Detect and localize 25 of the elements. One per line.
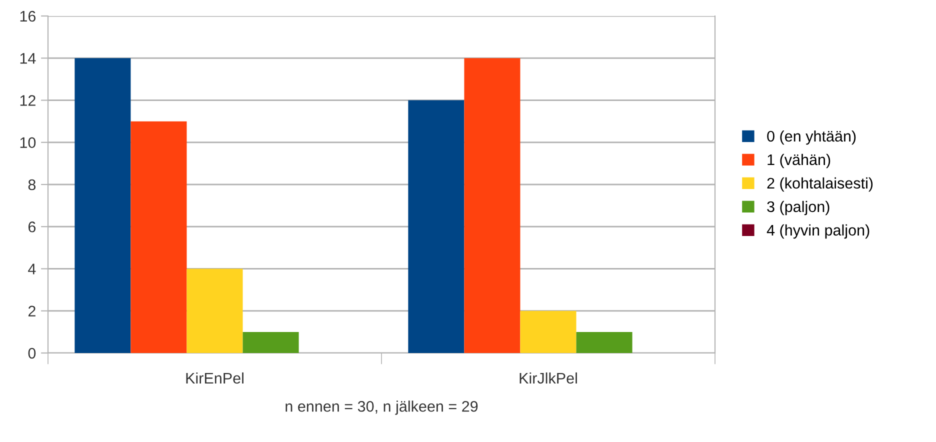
bar [242, 332, 299, 353]
legend-label: 1 (vähän) [768, 154, 830, 168]
y-tick-label: 12 [20, 95, 36, 106]
y-tick-label: 6 [28, 221, 36, 232]
bar [576, 332, 632, 353]
bar [408, 100, 464, 353]
y-tick-label: 2 [28, 306, 36, 316]
legend-label: 0 (en yhtään) [767, 130, 856, 145]
y-tick-label: 0 [28, 348, 36, 359]
x-tick-label: KirEnPel [186, 372, 244, 384]
y-tick-label: 14 [20, 53, 36, 64]
y-tick-label: 10 [20, 137, 36, 148]
legend-label: 4 (hyvin paljon) [766, 224, 870, 239]
y-tick-label: 4 [28, 264, 36, 274]
bar [130, 121, 187, 353]
x-tick-label: KirJlkPel [520, 372, 577, 384]
bar [186, 268, 243, 353]
x-axis-title: n ennen = 30, n jälkeen = 29 [286, 400, 478, 415]
bar [464, 58, 520, 353]
legend-label: 2 (kohtalaisesti) [767, 177, 873, 192]
y-tick-label: 8 [28, 179, 36, 190]
legend-label: 3 (paljon) [767, 200, 830, 216]
bar [74, 58, 131, 353]
bar [520, 310, 576, 353]
y-tick-label: 16 [20, 10, 36, 22]
